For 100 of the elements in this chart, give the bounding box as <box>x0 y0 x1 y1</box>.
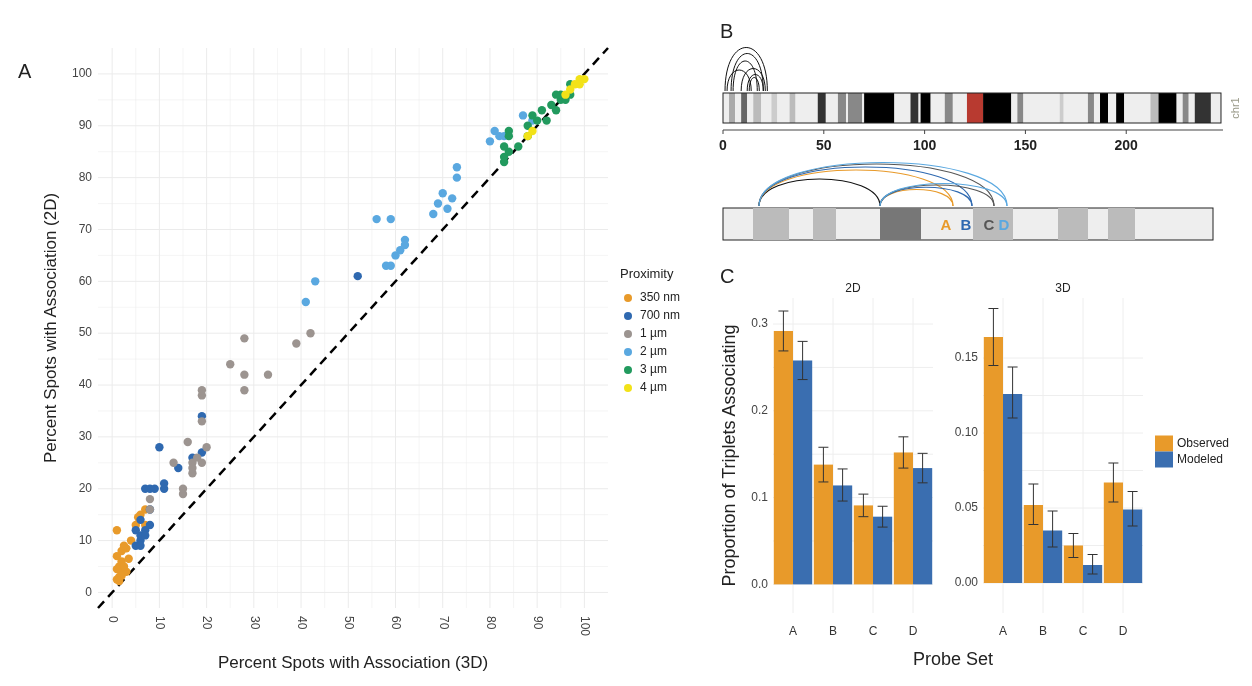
point <box>301 297 310 307</box>
bar <box>825 93 838 123</box>
point <box>197 417 207 426</box>
point <box>528 111 537 120</box>
text: C <box>983 216 995 233</box>
point <box>542 116 551 125</box>
x-tick-label: 100 <box>912 137 937 153</box>
bar <box>735 93 742 123</box>
bar <box>1188 93 1195 123</box>
point <box>499 142 509 151</box>
bar <box>1124 93 1151 123</box>
bar <box>813 464 833 585</box>
bar <box>1017 93 1024 123</box>
x-tick-label: 50 <box>342 616 357 630</box>
x-tick-label: 0 <box>719 137 728 153</box>
point <box>126 536 136 545</box>
x-tick-label: B <box>828 624 838 638</box>
point <box>263 370 273 379</box>
bar <box>1087 93 1094 123</box>
bar <box>853 505 873 585</box>
bar <box>944 93 953 123</box>
x-tick-label: 10 <box>153 616 168 630</box>
bar <box>862 93 865 123</box>
legend-label: 700 nm <box>640 308 681 323</box>
bar <box>1194 93 1211 123</box>
point <box>518 111 528 120</box>
y-tick-label: 50 <box>78 325 93 340</box>
point <box>547 100 556 110</box>
bar <box>795 93 818 123</box>
point <box>514 142 523 151</box>
y-tick-label: 0.00 <box>954 575 979 590</box>
y-tick-label: 0.1 <box>751 489 769 504</box>
x-tick-label: 0 <box>105 616 120 623</box>
bar <box>1003 394 1023 583</box>
bar <box>833 485 853 585</box>
x-tick-label: 150 <box>1013 137 1038 153</box>
bar <box>741 93 748 123</box>
bar <box>1023 505 1043 583</box>
bar <box>873 516 893 585</box>
bar <box>920 93 931 123</box>
point <box>292 339 301 348</box>
point <box>504 147 514 156</box>
legend-label: 3 µm <box>640 362 667 377</box>
chart-title: B <box>720 20 734 42</box>
legend-label: Modeled <box>1177 451 1224 466</box>
bar <box>1093 93 1101 123</box>
bar <box>910 93 919 123</box>
point <box>178 484 188 493</box>
point <box>174 463 183 473</box>
bar <box>1182 93 1189 123</box>
y-tick-label: 0.10 <box>954 425 979 440</box>
bar <box>729 93 736 123</box>
point <box>433 199 443 208</box>
y-axis-title: Proportion of Triplets Associating <box>719 324 739 587</box>
point <box>306 328 315 338</box>
bar <box>1059 93 1064 123</box>
point <box>396 246 405 255</box>
bar <box>1043 530 1063 583</box>
x-tick-label: 20 <box>200 616 215 630</box>
point <box>452 173 462 182</box>
y-tick-label: 60 <box>78 273 93 288</box>
point <box>155 443 164 452</box>
point <box>131 526 140 535</box>
legend-label: 4 µm <box>640 380 667 395</box>
x-tick-label: D <box>908 624 918 638</box>
y-axis-title: Percent Spots with Association (2D) <box>41 192 60 464</box>
point <box>240 386 249 395</box>
chart-title: 2D <box>845 281 861 295</box>
bar <box>845 93 848 123</box>
point <box>145 520 155 530</box>
x-tick-label: B <box>1038 624 1048 638</box>
y-tick-label: 0.0 <box>751 576 769 591</box>
bar <box>1150 93 1159 123</box>
x-tick-label: A <box>788 624 798 638</box>
x-tick-label: A <box>998 624 1008 638</box>
bar <box>771 93 778 123</box>
y-tick-label: 0.2 <box>751 402 769 417</box>
x-axis-title: Percent Spots with Association (3D) <box>217 653 489 672</box>
point <box>372 214 381 224</box>
point <box>391 251 400 260</box>
point <box>311 277 320 286</box>
text: A <box>18 60 32 82</box>
x-axis-title: Probe Set <box>912 649 994 669</box>
point <box>159 479 169 488</box>
bar <box>1063 545 1083 583</box>
bar <box>913 468 933 585</box>
y-tick-label: 10 <box>78 532 93 547</box>
y-tick-label: 100 <box>71 66 93 81</box>
bar <box>817 93 826 123</box>
point <box>202 443 211 452</box>
bar <box>983 337 1003 583</box>
point <box>226 360 235 369</box>
x-tick-label: 50 <box>816 137 832 153</box>
point <box>183 437 192 447</box>
legend-label: Observed <box>1177 435 1230 450</box>
x-tick-label: D <box>1118 624 1128 638</box>
x-tick-label: 90 <box>530 616 545 630</box>
x-tick-label: 80 <box>483 616 498 630</box>
x-tick-label: C <box>868 624 878 638</box>
y-tick-label: 30 <box>78 429 93 444</box>
